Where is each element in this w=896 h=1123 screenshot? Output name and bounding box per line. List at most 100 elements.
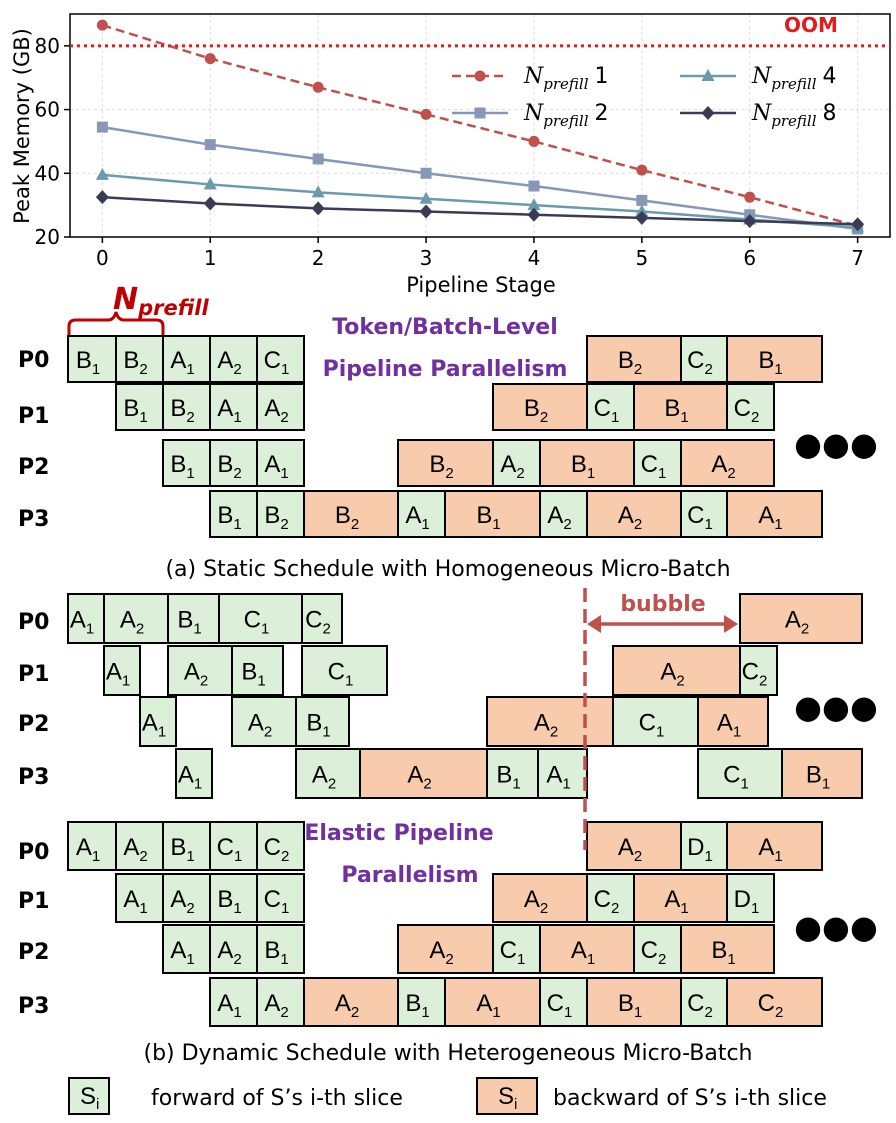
data-point (95, 190, 109, 205)
data-point (95, 167, 109, 180)
block-label: A1 (142, 710, 166, 741)
y-tick-label: 40 (35, 161, 60, 185)
chart-axes (69, 13, 891, 238)
backward-block-A1 (444, 977, 541, 1027)
caption-b: (b) Dynamic Schedule with Heterogeneous … (143, 1041, 752, 1066)
block-label: C2 (264, 834, 290, 865)
legend-label: Nprefill 4 (751, 64, 837, 93)
block-label: A1 (178, 762, 202, 793)
block-label: C1 (687, 502, 713, 533)
block-label: B1 (123, 395, 147, 426)
block-label: A1 (405, 502, 429, 533)
data-point (527, 198, 541, 211)
block-label: A1 (717, 710, 741, 741)
forward-block-A1 (175, 748, 213, 799)
forward-block-A2 (256, 383, 305, 431)
forward-block-C2 (739, 645, 778, 696)
backward-block-B1 (539, 439, 635, 487)
block-label: B1 (264, 937, 288, 968)
caption-a: (a) Static Schedule with Homogeneous Mic… (165, 557, 730, 582)
block-label: A2 (500, 451, 524, 482)
data-point (636, 194, 648, 206)
row-label-p3: P3 (18, 765, 49, 790)
bubble-arrow-right-head (724, 615, 738, 633)
data-point (419, 191, 433, 204)
block-label: B2 (618, 347, 642, 378)
x-tick-label: 4 (528, 246, 541, 270)
x-tick-label: 0 (96, 246, 109, 270)
static-title-line1: Token/Batch-Level (332, 315, 558, 340)
legend-marker (701, 106, 715, 120)
forward-block-B1 (256, 924, 305, 974)
legend-forward-text: forward of S’s i-th slice (151, 1086, 403, 1111)
series-line-2 (102, 125, 858, 231)
row-label-p0: P0 (18, 348, 49, 373)
block-label: D1 (687, 834, 713, 865)
backward-block-A1 (633, 873, 728, 923)
series-line-4 (102, 173, 858, 229)
elastic-title-line2: Parallelism (341, 863, 478, 888)
forward-block-A1 (397, 490, 446, 538)
legend-marker (474, 70, 486, 82)
block-label: A2 (618, 502, 642, 533)
forward-block-C1 (586, 383, 635, 431)
data-point (528, 135, 540, 147)
data-point (743, 214, 757, 229)
block-label: B1 (177, 607, 201, 638)
chart-ticks: 0 1 2 3 4 5 6 7 20 40 60 80 (35, 34, 864, 270)
x-tick-label: 3 (420, 246, 433, 270)
block-label: D1 (734, 886, 760, 917)
backward-block-A2 (492, 873, 588, 923)
backward-block-B1 (680, 924, 775, 974)
nprefill-label: Nprefill (113, 282, 209, 320)
block-label: C1 (641, 451, 667, 482)
backward-block-B1 (726, 335, 823, 383)
block-label: A2 (660, 659, 684, 690)
block-label: A2 (335, 990, 359, 1021)
forward-block-A1 (139, 696, 177, 747)
forward-block-C2 (680, 335, 728, 383)
legend-label: Nprefill 8 (751, 101, 837, 130)
chart-ylabel: Peak Memory (GB) (10, 28, 34, 224)
forward-block-A2 (295, 748, 361, 799)
block-label: A1 (70, 607, 94, 638)
block-label: B2 (264, 502, 288, 533)
data-point (635, 210, 649, 225)
block-label: B1 (664, 395, 688, 426)
legend-backward-text: backward of S’s i-th slice (553, 1086, 827, 1111)
block-label: A2 (120, 607, 144, 638)
block-label: B2 (123, 347, 147, 378)
row-label-p2: P2 (18, 712, 49, 737)
block-label: C1 (594, 395, 620, 426)
block-label: A2 (407, 762, 431, 793)
row-label-p1: P1 (18, 662, 49, 687)
forward-block-C1 (612, 696, 699, 747)
backward-block-A1 (539, 924, 635, 974)
legend-backward-symbol: Si (498, 1083, 517, 1113)
forward-block-A1 (209, 383, 258, 431)
data-point (312, 153, 324, 165)
row-label-p0: P0 (18, 840, 49, 865)
block-label: A2 (312, 762, 336, 793)
forward-block-B1 (162, 821, 211, 871)
block-label: C1 (547, 990, 573, 1021)
ellipsis-b1: ●●● (794, 688, 878, 726)
row-label-p2: P2 (18, 455, 49, 480)
backward-block-A1 (697, 696, 769, 747)
forward-block-B2 (256, 490, 305, 538)
oom-label: OOM (784, 13, 838, 37)
block-label: A1 (76, 834, 100, 865)
forward-block-C1 (633, 439, 682, 487)
backward-block-B2 (492, 383, 588, 431)
block-label: C1 (639, 710, 665, 741)
block-label: C2 (594, 886, 620, 917)
block-label: B2 (335, 502, 359, 533)
block-label: B1 (170, 451, 194, 482)
block-label: B2 (170, 395, 194, 426)
block-label: C1 (500, 937, 526, 968)
block-label: C2 (742, 659, 768, 690)
chart-frame (69, 13, 891, 238)
row-label-p3: P3 (18, 507, 49, 532)
forward-block-C1 (256, 335, 305, 383)
forward-block-B1 (67, 335, 117, 383)
